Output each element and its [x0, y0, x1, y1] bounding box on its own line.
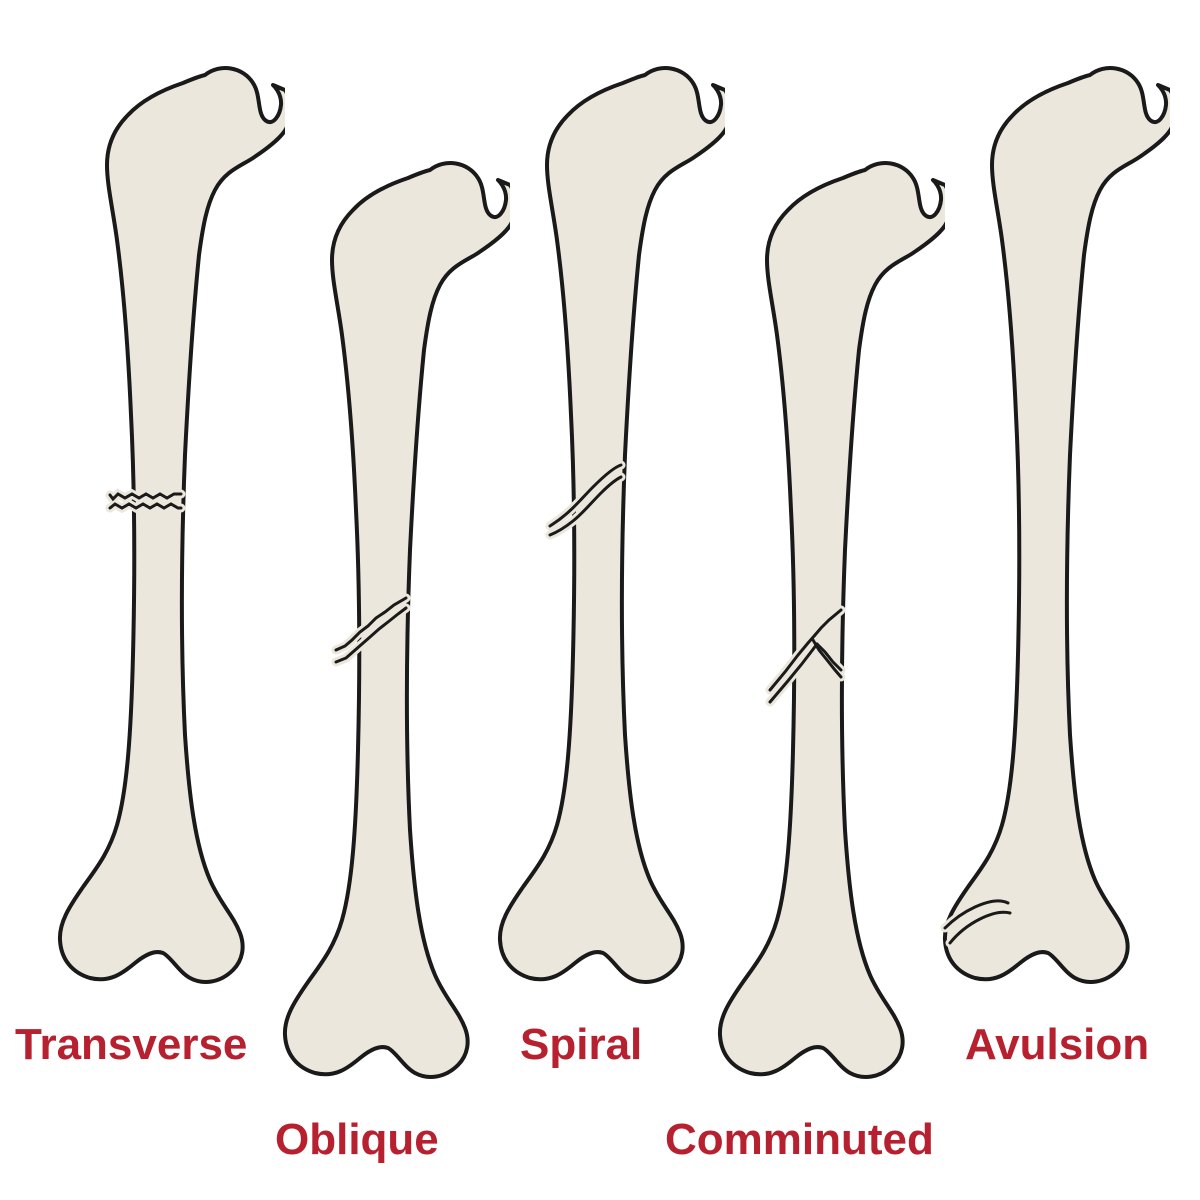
fracture-types-diagram: Transverse Oblique Spiral Comminuted Avulsio… — [0, 0, 1200, 1200]
bone-outline — [500, 68, 725, 982]
label-transverse: Transverse — [15, 1020, 247, 1070]
bone-oblique — [260, 150, 510, 1090]
label-spiral: Spiral — [520, 1020, 642, 1070]
label-avulsion: Avulsion — [965, 1020, 1149, 1070]
bone-outline — [945, 68, 1170, 982]
bone-outline — [60, 68, 285, 982]
label-comminuted: Comminuted — [665, 1115, 934, 1165]
bone-transverse — [35, 55, 285, 995]
bone-comminuted — [695, 150, 945, 1090]
bone-spiral — [475, 55, 725, 995]
label-oblique: Oblique — [275, 1115, 439, 1165]
bone-avulsion — [920, 55, 1170, 995]
